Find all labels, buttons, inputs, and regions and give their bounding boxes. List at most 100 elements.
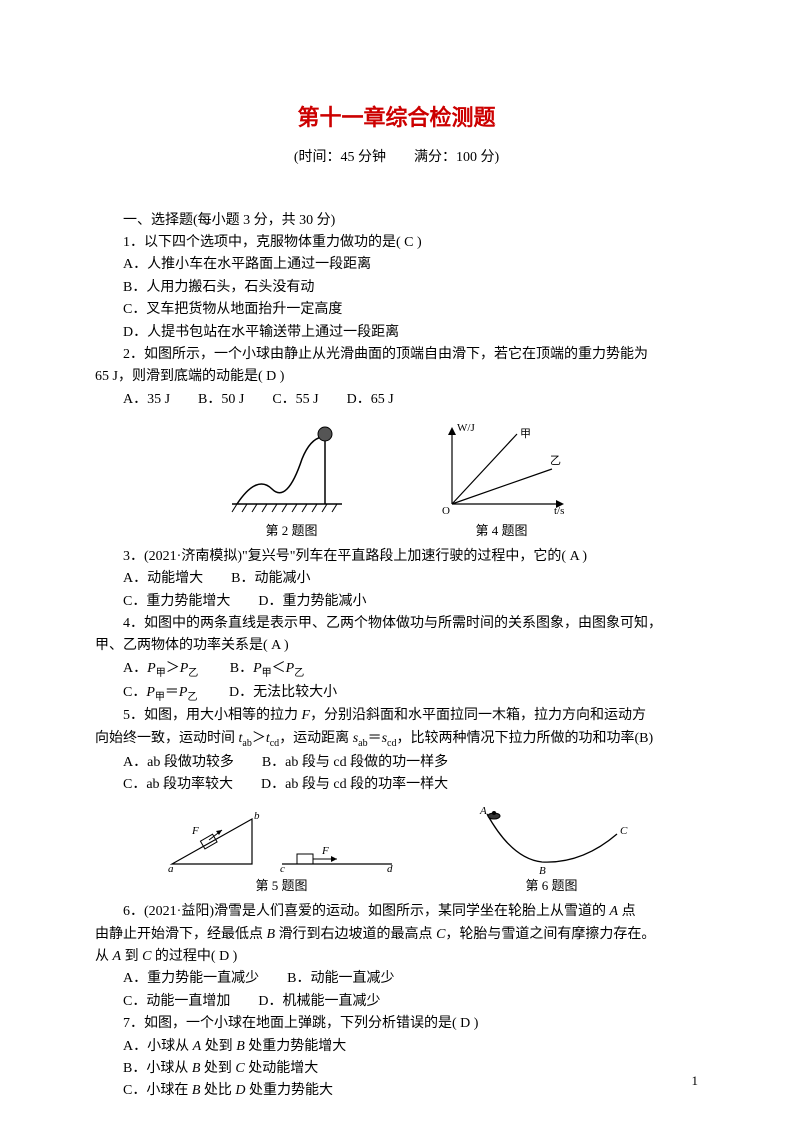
svg-text:B: B xyxy=(539,865,546,874)
sym-eq2: ＝ xyxy=(368,731,382,746)
q5-s4: ，运动距离 xyxy=(279,731,353,746)
q6-s2b: 滑行到右边坡道的最高点 xyxy=(275,927,436,942)
sym-eq1: ＝ xyxy=(165,685,179,700)
q7-c: C．小球在 B 处比 D 处重力势能大 xyxy=(95,1080,698,1102)
figure-6: A B C 第 6 题图 xyxy=(472,804,632,897)
q6-stem-3: 从 A 到 C 的过程中( D ) xyxy=(95,946,698,968)
sym-p4: P xyxy=(286,661,295,676)
q4-a-prefix: A． xyxy=(123,661,147,676)
svg-text:d: d xyxy=(387,863,393,874)
q6-ab: A．重力势能一直减少 B．动能一直减少 xyxy=(95,968,698,990)
q7-A: A xyxy=(193,1039,202,1054)
sym-sub1: 甲 xyxy=(156,668,166,679)
q6-stem-2: 由静止开始滑下，经最低点 B 滑行到右边坡道的最高点 C，轮胎与雪道之间有摩擦力… xyxy=(95,924,698,946)
q3-ab: A．动能增大 B．动能减小 xyxy=(95,568,698,590)
q5-cd: C．ab 段功率较大 D．ab 段与 cd 段的功率一样大 xyxy=(95,774,698,796)
sym-sub2: 乙 xyxy=(188,668,198,679)
q6-A2: A xyxy=(113,949,122,964)
q7-stem: 7．如图，一个小球在地面上弹跳，下列分析错误的是( D ) xyxy=(95,1013,698,1035)
figures-row-2: F a b F c d 第 5 题图 A B C 第 6 题图 xyxy=(95,804,698,897)
q6-s1: 6．(2021·益阳)滑雪是人们喜爱的运动。如图所示，某同学坐在轮胎上从雪道的 xyxy=(123,904,610,919)
sym-tab: ab xyxy=(242,738,251,749)
figure-5-svg: F a b F c d xyxy=(162,804,402,874)
section-1-heading: 一、选择题(每小题 3 分，共 30 分) xyxy=(95,210,698,232)
svg-text:C: C xyxy=(620,825,628,837)
q2-stem-2: 65 J，则滑到底端的动能是( D ) xyxy=(95,366,698,388)
q6-s3c: 的过程中( D ) xyxy=(151,949,237,964)
q6-s3a: 从 xyxy=(95,949,113,964)
svg-text:乙: 乙 xyxy=(550,454,561,467)
q2-opts: A．35 J B．50 J C．55 J D．65 J xyxy=(95,389,698,411)
figures-row-1: 第 2 题图 W/J t/s 甲 乙 O 第 4 题图 xyxy=(95,419,698,542)
q7a1: A．小球从 xyxy=(123,1039,193,1054)
sym-sab: ab xyxy=(358,738,367,749)
sym-p2: P xyxy=(180,661,189,676)
q1-c: C．叉车把货物从地面抬升一定高度 xyxy=(95,299,698,321)
figure-4: W/J t/s 甲 乙 O 第 4 题图 xyxy=(432,419,572,542)
q1-a: A．人推小车在水平路面上通过一段距离 xyxy=(95,254,698,276)
svg-text:甲: 甲 xyxy=(520,428,531,440)
q5-s2: ，分别沿斜面和水平面拉同一木箱，拉力方向和运动方 xyxy=(310,708,646,723)
sym-p5: P xyxy=(146,685,155,700)
q6-s3b: 到 xyxy=(121,949,142,964)
q1-b: B．人用力搬石头，石头没有动 xyxy=(95,277,698,299)
svg-text:W/J: W/J xyxy=(457,422,475,434)
svg-text:A: A xyxy=(479,805,487,817)
q7-D: D xyxy=(235,1083,245,1098)
q4-stem-1: 4．如图中的两条直线是表示甲、乙两个物体做功与所需时间的关系图象，由图象可知， xyxy=(95,613,698,635)
q1-stem: 1．以下四个选项中，克服物体重力做功的是( C ) xyxy=(95,232,698,254)
q4-stem-2: 甲、乙两物体的功率关系是( A ) xyxy=(95,635,698,657)
svg-text:O: O xyxy=(442,505,450,517)
figure-5: F a b F c d 第 5 题图 xyxy=(162,804,402,897)
q5-stem-l2: 向始终一致，运动时间 tab＞tcd，运动距离 sab＝scd，比较两种情况下拉… xyxy=(95,728,698,752)
q4-ab: A．P甲＞P乙 B．P甲＜P乙 xyxy=(95,658,698,682)
q6-s2c: ，轮胎与雪道之间有摩擦力存在。 xyxy=(445,927,655,942)
figure-4-label: 第 4 题图 xyxy=(432,521,572,542)
sym-tcd: cd xyxy=(270,738,279,749)
svg-text:t/s: t/s xyxy=(554,505,564,517)
q3-cd: C．重力势能增大 D．重力势能减小 xyxy=(95,591,698,613)
page-title: 第十一章综合检测题 xyxy=(95,100,698,135)
figure-2-label: 第 2 题图 xyxy=(222,521,362,542)
figure-6-svg: A B C xyxy=(472,804,632,874)
sym-p3: P xyxy=(253,661,262,676)
q6-stem-1: 6．(2021·益阳)滑雪是人们喜爱的运动。如图所示，某同学坐在轮胎上从雪道的 … xyxy=(95,901,698,923)
q7a2: 处到 xyxy=(201,1039,236,1054)
q5-s1: 5．如图，用大小相等的拉力 xyxy=(123,708,302,723)
q6-cd: C．动能一直增加 D．机械能一直减少 xyxy=(95,991,698,1013)
q3-stem: 3．(2021·济南模拟)"复兴号"列车在平直路段上加速行驶的过程中，它的( A… xyxy=(95,546,698,568)
q2-stem-1: 2．如图所示，一个小球由静止从光滑曲面的顶端自由滑下，若它在顶端的重力势能为 xyxy=(95,344,698,366)
figure-4-svg: W/J t/s 甲 乙 O xyxy=(432,419,572,519)
svg-text:F: F xyxy=(191,825,199,837)
q7b3: 处动能增大 xyxy=(245,1061,319,1076)
q6-s1b: 点 xyxy=(618,904,636,919)
figure-2: 第 2 题图 xyxy=(222,419,362,542)
sym-scd: cd xyxy=(387,738,396,749)
svg-text:F: F xyxy=(321,845,329,857)
svg-text:a: a xyxy=(168,863,174,874)
q6-A1: A xyxy=(610,904,619,919)
q6-C1: C xyxy=(436,927,445,942)
sym-gt2: ＞ xyxy=(252,731,266,746)
q5-s3: 向始终一致，运动时间 xyxy=(95,731,239,746)
q7-B: B xyxy=(236,1039,245,1054)
q7c2: 处比 xyxy=(200,1083,235,1098)
q5-s5: ，比较两种情况下拉力所做的功和功率(B) xyxy=(397,731,654,746)
sym-F: F xyxy=(302,708,311,723)
figure-2-svg xyxy=(222,419,362,519)
subtitle: (时间：45 分钟 满分：100 分) xyxy=(95,147,698,169)
q4-c-prefix: C． xyxy=(123,685,146,700)
q7-b: B．小球从 B 处到 C 处动能增大 xyxy=(95,1058,698,1080)
q6-C2: C xyxy=(142,949,151,964)
q4-d-text: D．无法比较大小 xyxy=(201,685,337,700)
q7-C: C xyxy=(235,1061,244,1076)
q7b1: B．小球从 xyxy=(123,1061,192,1076)
q7a3: 处重力势能增大 xyxy=(245,1039,347,1054)
sym-lt1: ＜ xyxy=(272,661,286,676)
q7c1: C．小球在 xyxy=(123,1083,192,1098)
sym-sub6: 乙 xyxy=(187,691,197,702)
q5-ab: A．ab 段做功较多 B．ab 段与 cd 段做的功一样多 xyxy=(95,752,698,774)
figure-5-label: 第 5 题图 xyxy=(162,876,402,897)
svg-text:b: b xyxy=(254,810,260,822)
q7b2: 处到 xyxy=(200,1061,235,1076)
